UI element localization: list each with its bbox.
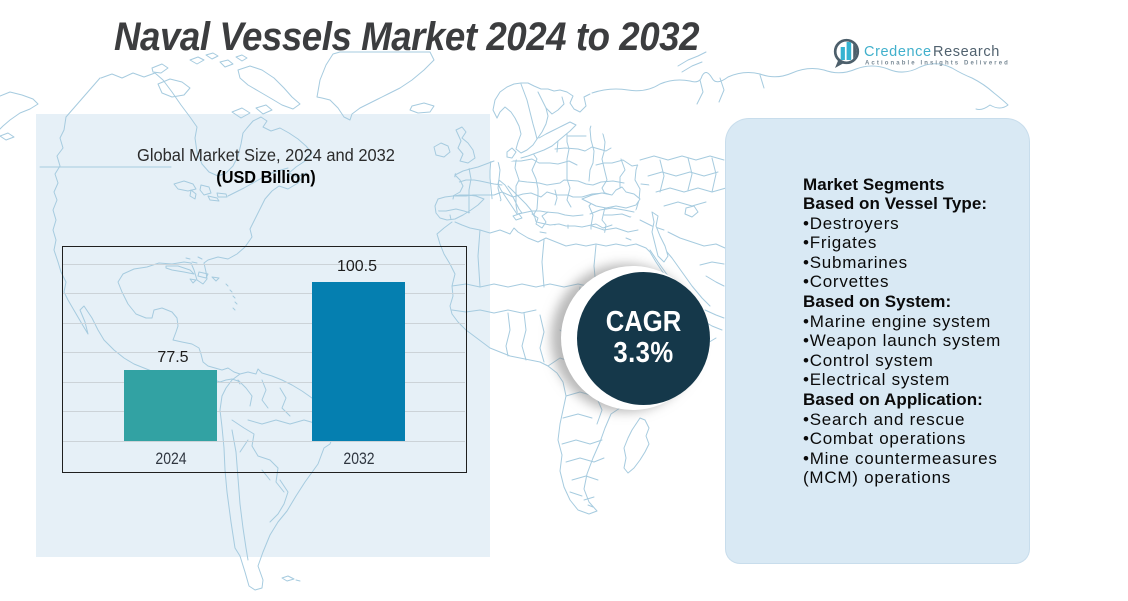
svg-text:Actionable Insights Delivered: Actionable Insights Delivered (865, 61, 1010, 67)
svg-text:Research: Research (933, 44, 1000, 60)
svg-text:Credence: Credence (864, 44, 932, 60)
